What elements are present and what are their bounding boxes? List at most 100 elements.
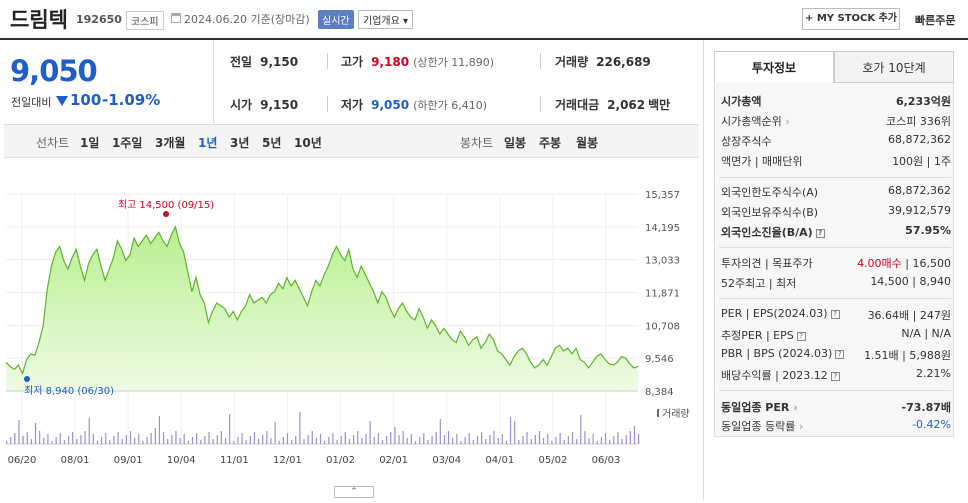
stock-header: 드림텍 192650 코스피 2024.06.20 기준(장마감) 실시간 기업… [0, 0, 968, 38]
volume-bar [125, 435, 127, 444]
quick-order-button[interactable]: 빠른주문 [915, 14, 956, 27]
volume-bar [604, 433, 607, 444]
volume-bar [109, 440, 111, 444]
info-divider [719, 390, 951, 391]
info-key: 동일업종 PER › [721, 399, 798, 415]
price-chart[interactable]: 15,357 14,195 13,033 11,871 10,708 9,546 8,384… [0, 158, 700, 500]
quote-low-label: 저가 [341, 98, 364, 112]
tab-investment-info[interactable]: 투자정보 [714, 51, 834, 83]
volume-bar [419, 437, 421, 444]
volume-bar [547, 434, 549, 444]
volume-bar [212, 439, 214, 444]
info-row[interactable]: 시가총액순위 › 코스피 336위 [721, 113, 951, 131]
stock-name: 드림텍 [10, 8, 68, 32]
info-key: 투자의견 | 목표주가 [721, 257, 813, 270]
candle-monthly[interactable]: 월봉 [576, 136, 599, 150]
info-value: 코스피 336위 [886, 115, 951, 128]
volume-bar [505, 441, 508, 444]
period-3y[interactable]: 3년 [230, 136, 250, 150]
period-1d[interactable]: 1일 [80, 136, 100, 150]
company-overview-label: 기업개요 [363, 16, 400, 27]
volume-bar [162, 432, 165, 444]
volume-bar [423, 433, 425, 444]
volume-bar [138, 434, 140, 444]
realtime-button[interactable]: 실시간 [318, 10, 354, 29]
help-icon[interactable]: ? [830, 309, 840, 319]
volume-bar [497, 438, 499, 444]
volume-bar [406, 438, 408, 444]
x-tick-label: 08/01 [61, 455, 90, 466]
volume-bar [282, 437, 284, 444]
info-key-text: 시가총액순위 [721, 115, 782, 128]
line-chart-label: 선차트 [36, 136, 70, 150]
candle-weekly[interactable]: 주봉 [539, 136, 562, 150]
volume-bar [534, 435, 536, 444]
info-divider [719, 247, 951, 248]
volume-bar [183, 434, 185, 444]
info-value: 6,233억원 [895, 95, 951, 108]
info-row[interactable]: 동일업종 등락률 › -0.42% [721, 418, 951, 436]
volume-bar [51, 441, 53, 444]
help-icon[interactable]: ? [796, 331, 806, 341]
volume-bar [452, 438, 454, 444]
period-10y[interactable]: 10년 [294, 136, 322, 150]
volume-bar [101, 437, 103, 444]
volume-bar [204, 436, 206, 444]
volume-bar [303, 439, 305, 444]
tab-order-book[interactable]: 호가 10단계 [834, 51, 954, 83]
info-row[interactable]: 동일업종 PER › -73.87배 [721, 399, 951, 417]
volume-bar [22, 436, 24, 444]
volume-bar [613, 436, 615, 444]
price-summary: 9,050 전일대비 100 -1.09% [4, 44, 214, 118]
volume-bar [348, 439, 351, 444]
period-5y[interactable]: 5년 [262, 136, 282, 150]
info-value: -0.42% [912, 418, 951, 431]
quote-low-value: 9,050 [371, 98, 410, 112]
quote-high-value: 9,180 [371, 55, 410, 69]
candle-daily[interactable]: 일봉 [504, 136, 527, 150]
volume-bar [514, 421, 516, 444]
stock-code: 192650 [76, 13, 122, 26]
x-tick-label: 11/01 [220, 455, 249, 466]
market-badge: 코스피 [126, 11, 164, 30]
chart-period-bar: 선차트 1일 1주일 3개월 1년 3년 5년 10년 봉차트 일봉 주봉 월봉 [4, 124, 699, 158]
volume-bar [72, 432, 74, 444]
low-marker [24, 376, 30, 382]
y-tick-label: 10,708 [645, 321, 680, 332]
volume-bar [365, 434, 367, 444]
change-value: 100 [70, 91, 102, 109]
help-icon[interactable]: ? [835, 349, 845, 359]
period-1w[interactable]: 1주일 [112, 136, 143, 150]
volume-bar [105, 433, 107, 444]
volume-bar [530, 439, 532, 444]
volume-bar [311, 431, 313, 444]
volume-bar [352, 435, 355, 444]
info-box: 시가총액 6,233억원 시가총액순위 › 코스피 336위 상장주식수 68,872… [714, 83, 954, 437]
info-key: 상장주식수 [721, 135, 772, 148]
volume-bar [295, 436, 297, 444]
volume-bar [208, 432, 210, 444]
volume-bar [229, 414, 231, 444]
collapse-chart-button[interactable]: ⌃ [334, 486, 374, 498]
help-icon[interactable]: ? [815, 228, 825, 238]
volume-bar [555, 437, 557, 444]
volume-bar [171, 435, 173, 444]
help-icon[interactable]: ? [830, 371, 840, 381]
period-1y[interactable]: 1년 [198, 136, 218, 150]
info-row: 투자의견 | 목표주가 4.00매수 | 16,500 [721, 255, 951, 273]
volume-bar [485, 439, 487, 444]
info-key: 시가총액 [721, 95, 762, 108]
info-row: 상장주식수 68,872,362 [721, 133, 951, 151]
volume-bar [291, 440, 293, 444]
investment-info-panel: 투자정보 호가 10단계 시가총액 6,233억원 시가총액순위 › 코스피 336… [703, 40, 968, 500]
quote-amount-unit: 백만 [648, 98, 671, 112]
quote-separator [327, 96, 328, 112]
period-3m[interactable]: 3개월 [155, 136, 186, 150]
company-overview-dropdown[interactable]: 기업개요 ▾ [358, 10, 414, 29]
y-tick-label: 14,195 [645, 223, 680, 234]
volume-bar [638, 434, 640, 444]
info-value: N/A | N/A [901, 327, 951, 340]
add-mystock-button[interactable]: + MY STOCK 추가 [802, 8, 900, 30]
volume-bar [464, 437, 466, 444]
volume-bar [476, 436, 479, 444]
